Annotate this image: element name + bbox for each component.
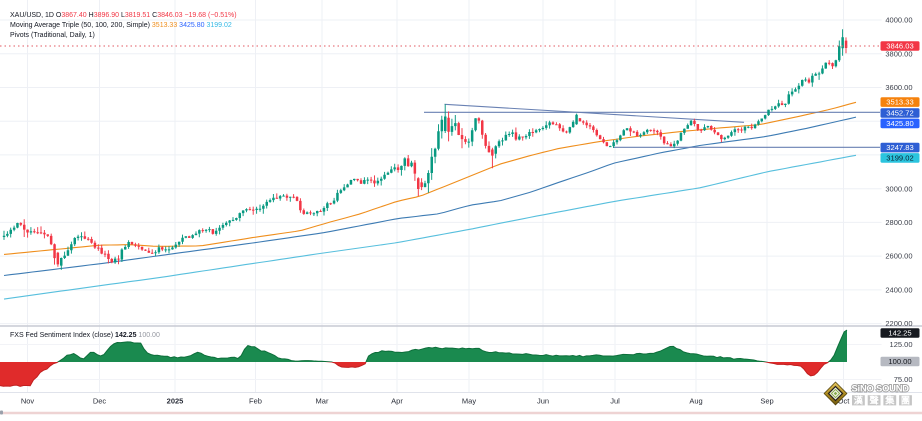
svg-text:3513.33: 3513.33 bbox=[886, 98, 913, 107]
svg-text:Oct: Oct bbox=[838, 397, 851, 406]
svg-text:Dec: Dec bbox=[93, 397, 107, 406]
svg-text:SiNO SOUND: SiNO SOUND bbox=[852, 383, 910, 394]
svg-text:XAU/USD, 1D O3867.40 H3896.90: XAU/USD, 1D O3867.40 H3896.90 L3819.51 C… bbox=[10, 12, 237, 19]
svg-text:4000.00: 4000.00 bbox=[885, 16, 912, 25]
svg-text:Feb: Feb bbox=[249, 397, 262, 406]
svg-text:142.25: 142.25 bbox=[888, 329, 911, 338]
svg-text:聲: 聲 bbox=[870, 395, 880, 406]
svg-text:Apr: Apr bbox=[391, 397, 403, 406]
svg-text:Sep: Sep bbox=[760, 397, 773, 406]
svg-text:FXS Fed Sentiment Index (close: FXS Fed Sentiment Index (close) 142.25 1… bbox=[10, 332, 160, 339]
svg-text:SiNO SOUND: SiNO SOUND bbox=[852, 383, 910, 394]
svg-text:Nov: Nov bbox=[21, 397, 35, 406]
svg-text:漢: 漢 bbox=[854, 395, 864, 406]
svg-text:3600.00: 3600.00 bbox=[885, 83, 912, 92]
svg-text:100.00: 100.00 bbox=[888, 357, 911, 366]
svg-text:3425.80: 3425.80 bbox=[886, 119, 913, 128]
svg-text:125.00: 125.00 bbox=[890, 340, 913, 349]
svg-text:2800.00: 2800.00 bbox=[885, 218, 912, 227]
svg-text:Aug: Aug bbox=[689, 397, 702, 406]
svg-text:Pivots (Traditional, Daily, 1): Pivots (Traditional, Daily, 1) bbox=[10, 32, 95, 39]
svg-text:May: May bbox=[462, 397, 476, 406]
svg-text:Moving Average Triple (50, 100: Moving Average Triple (50, 100, 200, Sim… bbox=[10, 22, 232, 29]
svg-text:3452.72: 3452.72 bbox=[886, 109, 913, 118]
svg-text:Jun: Jun bbox=[537, 397, 549, 406]
svg-text:團: 團 bbox=[901, 396, 910, 406]
svg-text:2200.00: 2200.00 bbox=[885, 319, 912, 328]
svg-text:3846.03: 3846.03 bbox=[886, 42, 913, 51]
svg-text:75.00: 75.00 bbox=[894, 375, 913, 384]
svg-text:Jul: Jul bbox=[610, 397, 620, 406]
svg-text:3199.02: 3199.02 bbox=[886, 154, 913, 163]
svg-text:集: 集 bbox=[884, 395, 895, 406]
svg-text:2600.00: 2600.00 bbox=[885, 252, 912, 261]
svg-text:Mar: Mar bbox=[316, 397, 329, 406]
svg-text:2400.00: 2400.00 bbox=[885, 286, 912, 295]
svg-text:2025: 2025 bbox=[167, 397, 184, 406]
svg-text:3800.00: 3800.00 bbox=[885, 49, 912, 58]
svg-text:3000.00: 3000.00 bbox=[885, 184, 912, 193]
svg-text:3247.83: 3247.83 bbox=[886, 143, 913, 152]
